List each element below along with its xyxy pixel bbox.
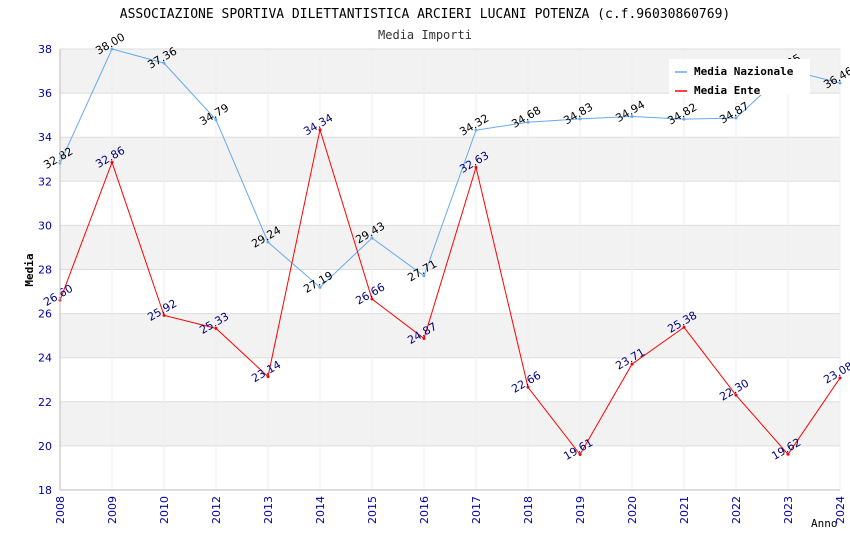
data-point-media-nazionale [474,128,478,132]
x-tick-label: 2017 [470,496,483,524]
data-point-media-ente [786,452,790,456]
data-point-media-ente [682,325,686,329]
series-lines [58,47,842,456]
data-point-media-nazionale [422,274,426,278]
chart-title: ASSOCIAZIONE SPORTIVA DILETTANTISTICA AR… [120,7,730,22]
data-point-media-ente [162,313,166,317]
x-tick-label: 2018 [522,496,535,524]
data-point-media-nazionale [682,117,686,121]
y-tick-label: 34 [38,131,52,144]
x-tick-label: 2015 [366,496,379,524]
x-tick-label: 2010 [158,496,171,524]
y-tick-label: 38 [38,43,52,56]
data-point-media-ente [266,375,270,379]
data-point-media-nazionale [526,120,530,124]
data-point-media-nazionale [578,117,582,121]
data-point-media-nazionale [318,285,322,289]
x-tick-label: 2019 [574,496,587,524]
data-point-media-nazionale [370,236,374,240]
plot-bands [60,49,840,490]
plot-band [60,445,840,490]
data-point-media-ente [578,452,582,456]
data-point-media-ente [526,385,530,389]
y-tick-label: 20 [38,440,52,453]
legend-label-media-ente: Media Ente [694,84,761,97]
data-point-media-nazionale [734,116,738,120]
x-axis-label: Anno [811,517,838,530]
x-tick-label: 2024 [834,496,847,524]
plot-band [60,269,840,314]
plot-band [60,313,840,358]
y-tick-label: 28 [38,264,52,277]
x-tick-label: 2022 [730,496,743,524]
series-line-media-nazionale [59,48,841,289]
x-tick-label: 2013 [262,496,275,524]
data-point-media-nazionale [838,81,842,85]
y-axis-label: Media [23,253,36,286]
plot-band [60,357,840,402]
plot-band [60,137,840,182]
data-point-media-ente [370,297,374,301]
data-point-media-ente [474,165,478,169]
x-tick-label: 2020 [626,496,639,524]
x-tick-label: 2023 [782,496,795,524]
data-point-media-ente [110,160,114,164]
series-line-media-ente [59,127,841,456]
data-point-media-ente [318,128,322,132]
x-tick-label: 2021 [678,496,691,524]
legend-label-media-nazionale: Media Nazionale [694,65,794,78]
plot-band [60,225,840,270]
data-point-media-ente [214,326,218,330]
data-point-media-ente [422,337,426,341]
plot-band [60,401,840,446]
x-tick-label: 2012 [210,496,223,524]
data-point-media-nazionale [162,61,166,65]
data-point-media-ente [838,376,842,380]
x-tick-label: 2008 [54,496,67,524]
x-tick-label: 2014 [314,496,327,524]
data-point-media-nazionale [266,240,270,244]
y-tick-label: 30 [38,219,52,232]
plot-band [60,93,840,138]
y-tick-label: 18 [38,484,52,497]
legend-box [669,59,810,95]
y-tick-label: 32 [38,175,52,188]
x-tick-label: 2016 [418,496,431,524]
x-tick-label: 2009 [106,496,119,524]
legend: Media Nazionale Media Ente [669,59,810,97]
data-point-media-nazionale [630,114,634,118]
data-point-media-ente [734,393,738,397]
data-point-media-ente [630,362,634,366]
x-tick-labels: 2008 2009 2010 2012 2013 2014 2015 2016 2017 2018… [54,496,847,524]
data-point-media-nazionale [214,118,218,122]
y-tick-label: 24 [38,352,52,365]
y-tick-label: 22 [38,396,52,409]
chart-subtitle: Media Importi [378,28,472,42]
y-tick-label: 36 [38,87,52,100]
y-tick-label: 26 [38,308,52,321]
data-point-media-nazionale [110,47,114,51]
y-tick-labels: 18 20 22 24 26 28 30 32 34 36 38 [38,43,52,497]
